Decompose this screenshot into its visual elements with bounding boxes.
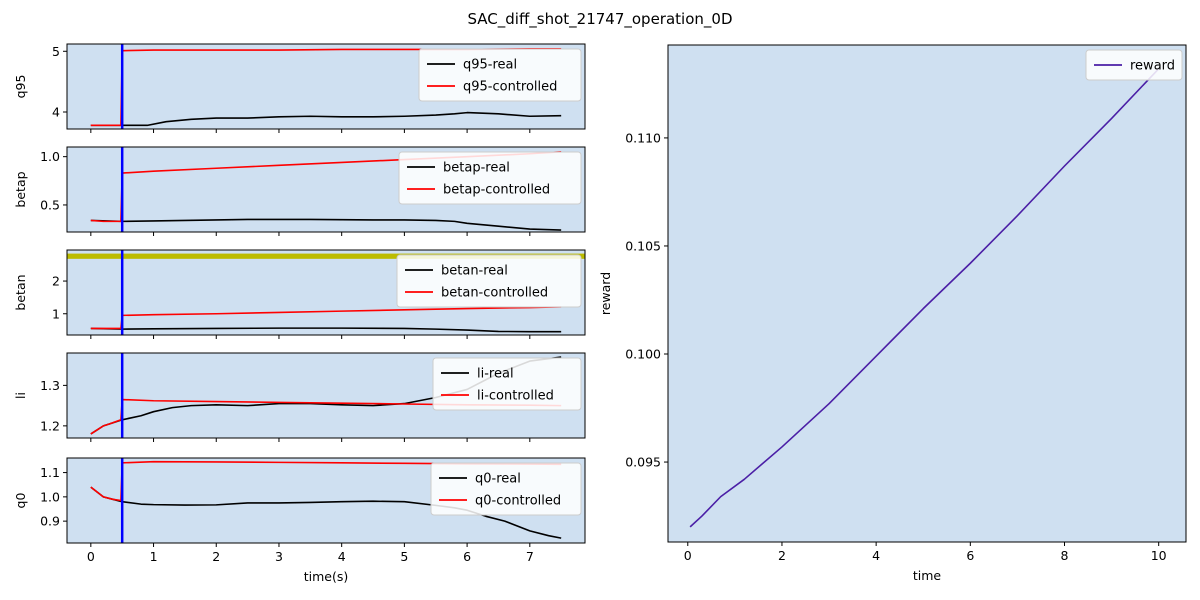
legend-box: [432, 357, 582, 411]
legend-box: [1085, 49, 1183, 81]
x-tick-label: 4: [338, 549, 346, 564]
x-tick-label: 5: [400, 549, 408, 564]
legend: betan-real betan-controlled: [396, 254, 582, 308]
axes-frame: [66, 352, 586, 439]
series-line-betan-real: [90, 327, 562, 333]
plot-area: [668, 45, 1186, 542]
legend: reward: [1085, 49, 1183, 81]
legend-entry: betap-real: [443, 161, 510, 176]
y-tick-label: 0.110: [625, 130, 661, 145]
y-tick-label: 1.3: [40, 378, 60, 393]
figure-title: SAC_diff_shot_21747_operation_0D: [467, 10, 732, 29]
y-tick-label: 1.2: [40, 418, 60, 433]
axes-frame: [66, 43, 586, 130]
legend-entry: reward: [1130, 59, 1175, 74]
panel-q95: 4 5 q95 q95-real q95-controlled: [13, 43, 586, 133]
y-tick-label: 1.1: [40, 465, 60, 480]
x-tick-label: 8: [1061, 548, 1069, 563]
y-tick-label: 4: [52, 105, 60, 120]
x-tick-label: 2: [212, 549, 220, 564]
y-tick-label: 1: [52, 306, 60, 321]
legend-entry: li-real: [477, 367, 514, 382]
series-line-betap-real: [90, 218, 562, 231]
x-tick-label: 0: [684, 548, 692, 563]
panel-li: 1.2 1.3 li li-real li-controlled: [13, 352, 586, 442]
threshold-band: [67, 253, 585, 259]
x-tick-label: 2: [778, 548, 786, 563]
legend-entry: q0-controlled: [475, 494, 561, 509]
x-tick-label: 6: [463, 549, 471, 564]
x-tick-label: 3: [275, 549, 283, 564]
axes-frame: [66, 457, 586, 544]
legend: q0-real q0-controlled: [430, 462, 582, 516]
panel-betap: 0.5 1.0 betap betap-real betap-controlled: [13, 146, 586, 236]
legend-box: [430, 462, 582, 516]
x-axis-label: time: [913, 568, 942, 583]
x-tick-label: 6: [966, 548, 974, 563]
legend-entry: q0-real: [475, 472, 521, 487]
legend: q95-real q95-controlled: [418, 48, 582, 102]
legend-entry: betap-controlled: [443, 183, 550, 198]
axes-frame: [66, 249, 586, 336]
series-line-q95-real: [90, 111, 562, 127]
legend-entry: q95-controlled: [463, 80, 557, 95]
panel-betan: 1 2 betan betan-real betan-controlled: [13, 249, 586, 339]
axes-frame: [66, 146, 586, 233]
series-line-betan-controlled: [90, 306, 562, 330]
y-tick-label: 1.0: [40, 149, 60, 164]
legend-box: [398, 151, 582, 205]
y-axis-label: li: [13, 392, 28, 399]
legend-entry: li-controlled: [477, 389, 554, 404]
legend-entry: betan-controlled: [441, 286, 548, 301]
y-tick-label: 0.5: [40, 197, 60, 212]
x-axis-label: time(s): [304, 569, 349, 584]
panel-reward: 0.095 0.100 0.105 0.110 0 2 4 6 8 10 reward time rew…: [598, 44, 1187, 583]
legend-box: [418, 48, 582, 102]
y-axis-label: betap: [13, 171, 28, 207]
panel-q0: 0.9 1.0 1.1 0 1 2 3 4 5 6 7 q0 time(s) q0-real q0-cont…: [13, 457, 586, 584]
legend-entry: betan-real: [441, 264, 508, 279]
x-tick-label: 4: [872, 548, 880, 563]
legend: betap-real betap-controlled: [398, 151, 582, 205]
y-tick-label: 0.9: [40, 514, 60, 529]
x-tick-label: 0: [87, 549, 95, 564]
legend-box: [396, 254, 582, 308]
y-axis-label: betan: [13, 274, 28, 310]
series-line-reward: [689, 68, 1160, 528]
x-tick-label: 10: [1151, 548, 1167, 563]
legend-entry: q95-real: [463, 58, 517, 73]
axes-frame: [667, 44, 1187, 543]
y-tick-label: 5: [52, 44, 60, 59]
y-tick-label: 0.100: [625, 347, 661, 362]
y-tick-label: 0.095: [625, 455, 661, 470]
y-axis-label: reward: [598, 272, 613, 315]
y-axis-label: q0: [13, 493, 28, 509]
y-tick-label: 1.0: [40, 489, 60, 504]
y-tick-label: 2: [52, 274, 60, 289]
legend: li-real li-controlled: [432, 357, 582, 411]
chart-panels: 4 5 q95 q95-real q95-controlled 0.5 1.0 betap be…: [13, 43, 1187, 584]
x-tick-label: 1: [150, 549, 158, 564]
y-axis-label: q95: [13, 75, 28, 99]
x-tick-label: 7: [526, 549, 534, 564]
y-tick-label: 0.105: [625, 238, 661, 253]
